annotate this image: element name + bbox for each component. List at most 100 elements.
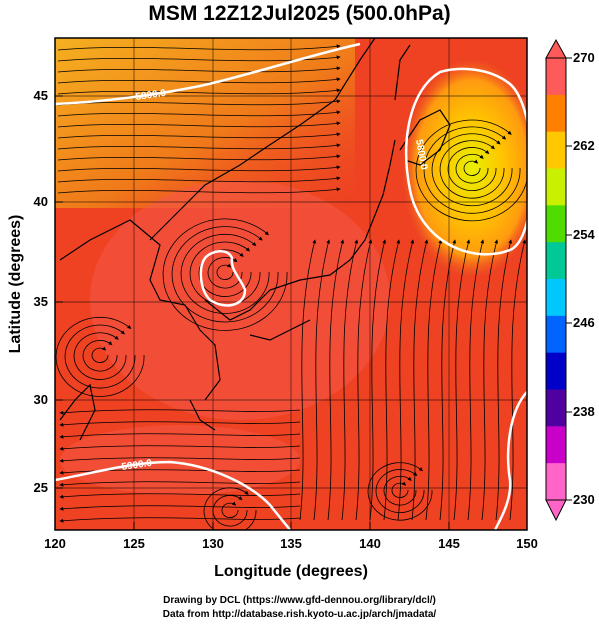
colorbar-band [546, 242, 566, 280]
streamline [439, 140, 505, 199]
contour-label: 5800.0 [135, 88, 167, 103]
contour-5900-south [55, 460, 292, 530]
streamline [57, 44, 341, 51]
streamline [375, 469, 425, 514]
streamline [59, 481, 301, 487]
streamline [313, 239, 331, 521]
streamline [397, 239, 415, 521]
streamline [57, 88, 341, 95]
streamline [57, 154, 341, 161]
streamline [59, 409, 301, 415]
streamline [431, 133, 513, 207]
contour-label: 5900.0 [121, 458, 153, 473]
streamline [180, 233, 270, 314]
x-tick-label: 135 [280, 536, 302, 551]
streamline [57, 132, 341, 139]
streamline [59, 457, 301, 463]
streamline [203, 487, 257, 530]
colorbar-bands [546, 58, 566, 501]
colorbar-label: 246 [573, 315, 595, 330]
y-axis: 25 30 35 40 45 Latitude (degrees) [7, 88, 63, 495]
streamline [355, 239, 373, 521]
x-tick-label: 145 [438, 536, 460, 551]
streamline [57, 55, 341, 62]
colorbar-band [546, 426, 566, 464]
colorbar: 270 262 254 246 238 230 [545, 38, 595, 522]
streamline [59, 505, 301, 511]
colorbar-band [546, 463, 566, 501]
streamline [57, 165, 341, 172]
y-tick-label: 40 [34, 194, 48, 209]
streamline [509, 239, 527, 521]
streamline [57, 176, 341, 183]
streamline [171, 226, 279, 323]
colorbar-label: 262 [573, 138, 595, 153]
streamline [91, 346, 109, 363]
colorbar-bottom-arrow [545, 499, 567, 522]
streamline [162, 218, 288, 331]
streamline [467, 239, 485, 521]
contour-5800-north [55, 42, 361, 106]
contour-5800-cutoff [199, 250, 247, 307]
colorbar-label: 270 [573, 50, 595, 65]
streamline [455, 153, 489, 184]
colorbar-top-arrow [545, 38, 567, 59]
streamline [216, 263, 234, 280]
streamline [59, 445, 301, 451]
chart-title: MSM 12Z12Jul2025 (500.0hPa) [148, 2, 451, 25]
streamline [64, 324, 136, 389]
streamline [383, 239, 401, 521]
streamline [59, 421, 301, 427]
streamline [57, 99, 341, 106]
height-contours [55, 42, 527, 530]
x-tick-label: 125 [123, 536, 145, 551]
cool-region-northwest [55, 38, 355, 208]
streamline [57, 143, 341, 150]
streamline [73, 332, 127, 380]
colorbar-band [546, 58, 566, 96]
colorbar-band [546, 352, 566, 390]
y-tick-label: 30 [34, 392, 48, 407]
streamline [59, 517, 301, 523]
streamline [55, 316, 145, 397]
streamline [221, 501, 239, 518]
y-tick-label: 25 [34, 480, 48, 495]
streamline [383, 475, 417, 506]
streamline [481, 239, 499, 521]
x-tick-label: 130 [202, 536, 224, 551]
credit-drawing: Drawing by DCL (https://www.gfd-dennou.o… [163, 595, 436, 606]
streamline [411, 239, 429, 521]
contour-labels: 5800.0 5800.0 5900.0 [121, 88, 429, 473]
colorbar-band [546, 168, 566, 206]
wind-streamlines [55, 44, 527, 530]
colorbar-label: 238 [573, 404, 595, 419]
streamline [341, 239, 359, 521]
warm-patch [60, 425, 300, 495]
streamline [439, 239, 457, 521]
streamline [453, 239, 471, 521]
x-tick-label: 120 [44, 536, 66, 551]
colorbar-band [546, 279, 566, 317]
streamline [415, 119, 527, 222]
x-tick-label: 140 [359, 536, 381, 551]
y-tick-label: 35 [34, 294, 48, 309]
streamline [207, 257, 243, 289]
streamline [59, 433, 301, 439]
streamline [189, 241, 261, 306]
y-tick-label: 45 [34, 88, 48, 103]
streamline [367, 462, 433, 521]
contour-label: 5800.0 [413, 139, 429, 171]
coastlines [59, 38, 451, 441]
streamline [299, 239, 317, 521]
colorbar-band [546, 94, 566, 133]
colorbar-band [546, 389, 566, 427]
colorbar-label: 254 [573, 227, 595, 242]
streamline [447, 147, 497, 192]
colorbar-frame [545, 57, 567, 501]
streamline [57, 77, 341, 84]
colorbar-band [546, 205, 566, 243]
credit-data: Data from http://database.rish.kyoto-u.a… [162, 609, 437, 620]
contour-5900-east [493, 391, 527, 530]
streamline [369, 239, 387, 521]
